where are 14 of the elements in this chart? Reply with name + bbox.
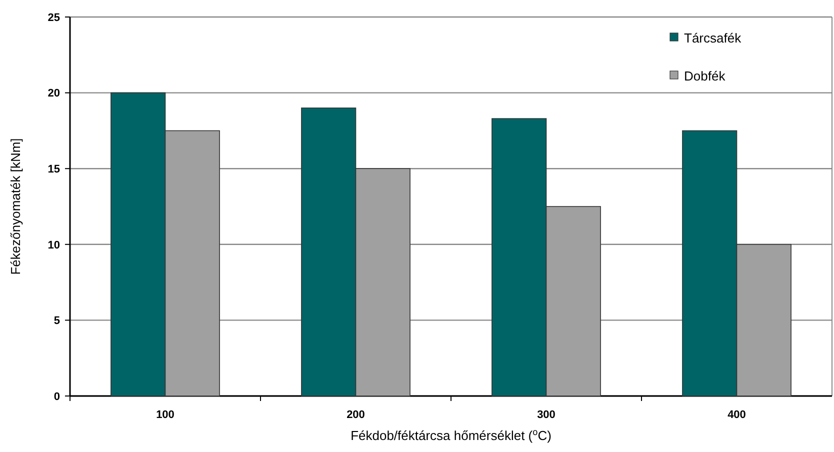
x-tick-label: 300 <box>537 409 556 421</box>
y-tick-label: 10 <box>48 239 60 252</box>
y-tick-label: 0 <box>54 390 60 403</box>
y-axis-title: Fékezőnyomaték [kNm] <box>8 138 23 275</box>
y-tick-label: 25 <box>48 12 60 24</box>
x-axis-title: Fékdob/féktárcsa hőmérséklet ($^{o}$C) <box>350 427 552 443</box>
x-tick-label: 200 <box>346 409 365 421</box>
y-tick-label: 5 <box>54 315 60 328</box>
legend-label: Dobfék <box>684 68 726 84</box>
x-tick-label: 100 <box>156 409 174 421</box>
y-tick-label: 15 <box>48 163 60 176</box>
legend-label: Tárcsafék <box>684 30 742 46</box>
y-tick-label: 20 <box>48 88 60 100</box>
x-tick-label: 400 <box>728 409 746 421</box>
